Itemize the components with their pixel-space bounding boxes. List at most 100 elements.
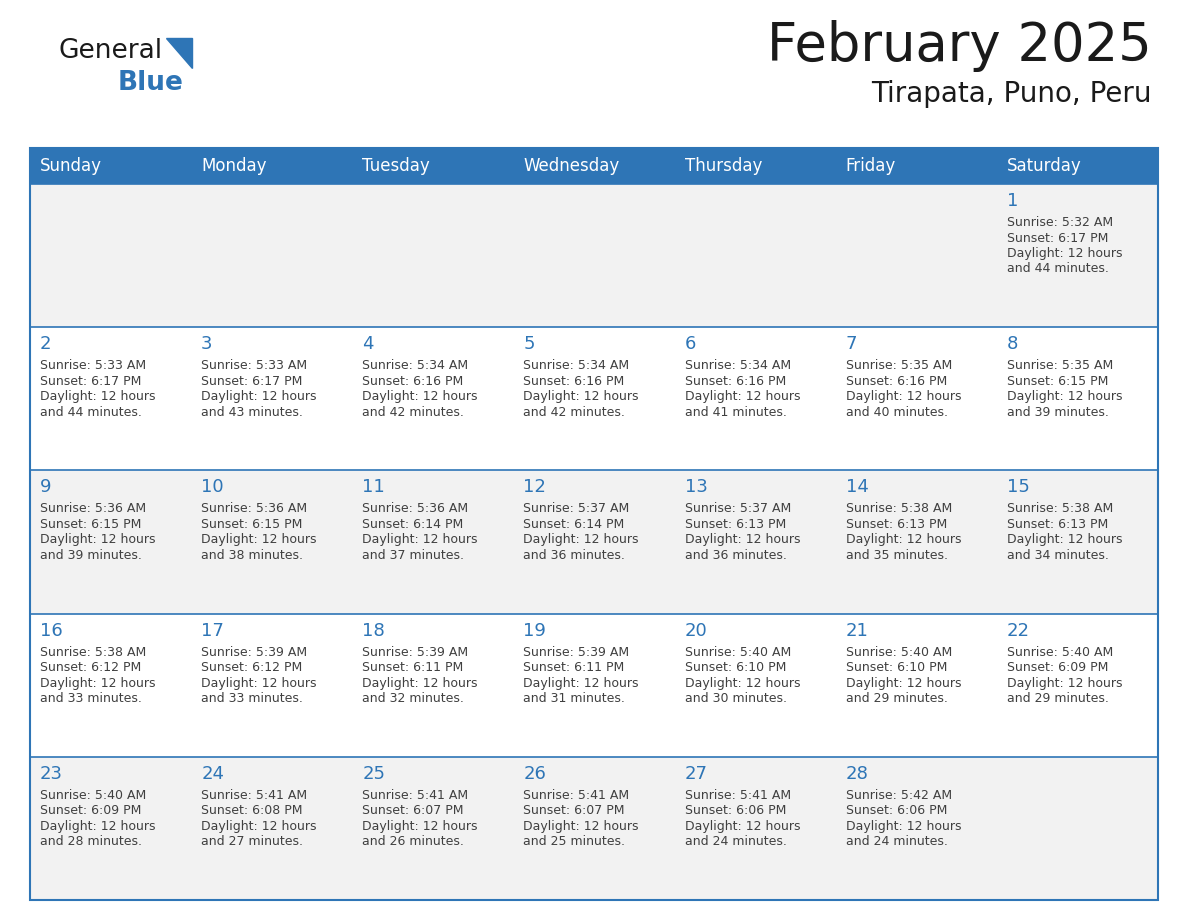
FancyBboxPatch shape bbox=[30, 756, 191, 900]
Text: Sunset: 6:13 PM: Sunset: 6:13 PM bbox=[684, 518, 785, 531]
FancyBboxPatch shape bbox=[353, 613, 513, 756]
Text: and 33 minutes.: and 33 minutes. bbox=[40, 692, 141, 705]
Text: 27: 27 bbox=[684, 765, 708, 783]
Text: Daylight: 12 hours: Daylight: 12 hours bbox=[846, 390, 961, 403]
FancyBboxPatch shape bbox=[835, 470, 997, 613]
Text: and 29 minutes.: and 29 minutes. bbox=[846, 692, 948, 705]
Text: 22: 22 bbox=[1007, 621, 1030, 640]
Text: Friday: Friday bbox=[846, 157, 896, 175]
FancyBboxPatch shape bbox=[675, 184, 835, 327]
Text: Sunset: 6:11 PM: Sunset: 6:11 PM bbox=[524, 661, 625, 674]
Text: Daylight: 12 hours: Daylight: 12 hours bbox=[362, 390, 478, 403]
FancyBboxPatch shape bbox=[353, 756, 513, 900]
FancyBboxPatch shape bbox=[675, 756, 835, 900]
Text: 14: 14 bbox=[846, 478, 868, 497]
Text: Sunset: 6:12 PM: Sunset: 6:12 PM bbox=[40, 661, 141, 674]
Text: Sunrise: 5:38 AM: Sunrise: 5:38 AM bbox=[1007, 502, 1113, 515]
FancyBboxPatch shape bbox=[513, 148, 675, 184]
FancyBboxPatch shape bbox=[513, 184, 675, 327]
Text: Sunset: 6:11 PM: Sunset: 6:11 PM bbox=[362, 661, 463, 674]
Text: Sunset: 6:16 PM: Sunset: 6:16 PM bbox=[846, 375, 947, 387]
Text: and 43 minutes.: and 43 minutes. bbox=[201, 406, 303, 419]
Text: Sunrise: 5:41 AM: Sunrise: 5:41 AM bbox=[201, 789, 308, 801]
Text: Daylight: 12 hours: Daylight: 12 hours bbox=[40, 533, 156, 546]
Text: 10: 10 bbox=[201, 478, 223, 497]
FancyBboxPatch shape bbox=[513, 613, 675, 756]
Polygon shape bbox=[166, 38, 192, 68]
FancyBboxPatch shape bbox=[835, 184, 997, 327]
Text: Sunrise: 5:39 AM: Sunrise: 5:39 AM bbox=[524, 645, 630, 658]
Text: 15: 15 bbox=[1007, 478, 1030, 497]
Text: Daylight: 12 hours: Daylight: 12 hours bbox=[1007, 677, 1123, 689]
FancyBboxPatch shape bbox=[30, 184, 191, 327]
Text: Sunset: 6:13 PM: Sunset: 6:13 PM bbox=[846, 518, 947, 531]
Text: 2: 2 bbox=[40, 335, 51, 353]
Text: Sunrise: 5:41 AM: Sunrise: 5:41 AM bbox=[524, 789, 630, 801]
Text: Daylight: 12 hours: Daylight: 12 hours bbox=[846, 677, 961, 689]
FancyBboxPatch shape bbox=[30, 613, 191, 756]
Text: 16: 16 bbox=[40, 621, 63, 640]
Text: Sunset: 6:09 PM: Sunset: 6:09 PM bbox=[1007, 661, 1108, 674]
Text: Sunset: 6:10 PM: Sunset: 6:10 PM bbox=[846, 661, 947, 674]
Text: and 36 minutes.: and 36 minutes. bbox=[524, 549, 625, 562]
Text: 7: 7 bbox=[846, 335, 858, 353]
Text: and 35 minutes.: and 35 minutes. bbox=[846, 549, 948, 562]
Text: and 44 minutes.: and 44 minutes. bbox=[1007, 263, 1108, 275]
Text: Daylight: 12 hours: Daylight: 12 hours bbox=[40, 677, 156, 689]
Text: and 39 minutes.: and 39 minutes. bbox=[1007, 406, 1108, 419]
FancyBboxPatch shape bbox=[835, 613, 997, 756]
Text: 20: 20 bbox=[684, 621, 707, 640]
Text: Sunset: 6:10 PM: Sunset: 6:10 PM bbox=[684, 661, 786, 674]
FancyBboxPatch shape bbox=[513, 327, 675, 470]
FancyBboxPatch shape bbox=[675, 470, 835, 613]
Text: and 36 minutes.: and 36 minutes. bbox=[684, 549, 786, 562]
Text: Thursday: Thursday bbox=[684, 157, 762, 175]
Text: 5: 5 bbox=[524, 335, 535, 353]
Text: Sunset: 6:12 PM: Sunset: 6:12 PM bbox=[201, 661, 303, 674]
Text: and 39 minutes.: and 39 minutes. bbox=[40, 549, 141, 562]
Text: and 27 minutes.: and 27 minutes. bbox=[201, 835, 303, 848]
Text: 26: 26 bbox=[524, 765, 546, 783]
Text: 1: 1 bbox=[1007, 192, 1018, 210]
FancyBboxPatch shape bbox=[997, 613, 1158, 756]
Text: Sunrise: 5:36 AM: Sunrise: 5:36 AM bbox=[201, 502, 308, 515]
Text: Sunrise: 5:34 AM: Sunrise: 5:34 AM bbox=[524, 359, 630, 372]
Text: Sunrise: 5:34 AM: Sunrise: 5:34 AM bbox=[362, 359, 468, 372]
Text: and 40 minutes.: and 40 minutes. bbox=[846, 406, 948, 419]
FancyBboxPatch shape bbox=[191, 184, 353, 327]
Text: Sunrise: 5:41 AM: Sunrise: 5:41 AM bbox=[684, 789, 791, 801]
Text: Sunrise: 5:37 AM: Sunrise: 5:37 AM bbox=[684, 502, 791, 515]
Text: Sunset: 6:09 PM: Sunset: 6:09 PM bbox=[40, 804, 141, 817]
Text: 4: 4 bbox=[362, 335, 374, 353]
Text: 9: 9 bbox=[40, 478, 51, 497]
Text: Daylight: 12 hours: Daylight: 12 hours bbox=[201, 533, 317, 546]
Text: Sunrise: 5:32 AM: Sunrise: 5:32 AM bbox=[1007, 216, 1113, 229]
Text: and 24 minutes.: and 24 minutes. bbox=[846, 835, 948, 848]
Text: Daylight: 12 hours: Daylight: 12 hours bbox=[40, 390, 156, 403]
Text: Sunset: 6:06 PM: Sunset: 6:06 PM bbox=[846, 804, 947, 817]
Text: Sunrise: 5:35 AM: Sunrise: 5:35 AM bbox=[1007, 359, 1113, 372]
Text: Daylight: 12 hours: Daylight: 12 hours bbox=[362, 820, 478, 833]
Text: Sunset: 6:06 PM: Sunset: 6:06 PM bbox=[684, 804, 786, 817]
Text: Sunset: 6:08 PM: Sunset: 6:08 PM bbox=[201, 804, 303, 817]
FancyBboxPatch shape bbox=[675, 613, 835, 756]
Text: Daylight: 12 hours: Daylight: 12 hours bbox=[524, 533, 639, 546]
Text: 17: 17 bbox=[201, 621, 225, 640]
Text: Blue: Blue bbox=[118, 70, 184, 96]
Text: Sunrise: 5:40 AM: Sunrise: 5:40 AM bbox=[1007, 645, 1113, 658]
Text: 6: 6 bbox=[684, 335, 696, 353]
FancyBboxPatch shape bbox=[997, 148, 1158, 184]
FancyBboxPatch shape bbox=[191, 756, 353, 900]
FancyBboxPatch shape bbox=[353, 470, 513, 613]
Text: Daylight: 12 hours: Daylight: 12 hours bbox=[846, 820, 961, 833]
Text: 24: 24 bbox=[201, 765, 225, 783]
Text: February 2025: February 2025 bbox=[767, 20, 1152, 72]
Text: and 33 minutes.: and 33 minutes. bbox=[201, 692, 303, 705]
Text: Daylight: 12 hours: Daylight: 12 hours bbox=[201, 677, 317, 689]
Text: and 38 minutes.: and 38 minutes. bbox=[201, 549, 303, 562]
Text: 28: 28 bbox=[846, 765, 868, 783]
FancyBboxPatch shape bbox=[191, 327, 353, 470]
FancyBboxPatch shape bbox=[191, 148, 353, 184]
Text: Sunday: Sunday bbox=[40, 157, 102, 175]
Text: Sunset: 6:17 PM: Sunset: 6:17 PM bbox=[201, 375, 303, 387]
